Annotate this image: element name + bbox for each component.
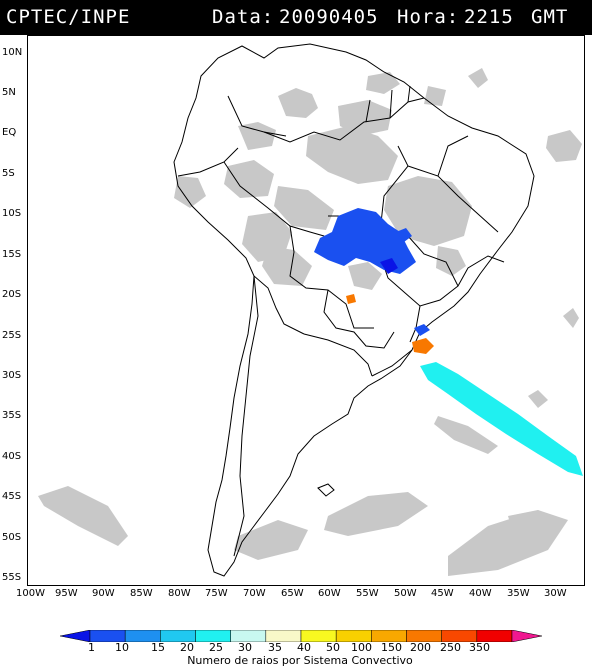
border-argentina-chile [233,275,259,557]
date-value: 20090405 [279,6,379,28]
lon-label-60w: 60W [318,588,341,599]
lon-label-75w: 75W [205,588,228,599]
border-bolivia-west [253,275,305,335]
border-falklands [317,483,335,497]
lon-label-30w: 30W [544,588,567,599]
source-label: CPTEC/INPE [6,6,131,28]
colorbar-label: 200 [410,641,431,654]
border-ecuador-peru [177,147,239,177]
border-brazil-states-2 [379,135,499,233]
border-peru-brazil [223,161,325,237]
lon-label-80w: 80W [168,588,191,599]
lightning-cluster-parana [414,324,430,336]
lon-label-65w: 65W [281,588,304,599]
colorbar-label: 350 [469,641,490,654]
border-brazil-north [263,97,425,143]
colorbar-label: 25 [209,641,223,654]
lat-label-35s: 35S [2,410,22,421]
map-header: CPTEC/INPE Data: 20090405 Hora: 2215 GMT [0,0,592,35]
lightning-cluster-central-brazil-east [396,228,412,242]
lat-label-15s: 15S [2,249,22,260]
colorbar-label: 30 [238,641,252,654]
lightning-cluster-central-brazil-dark [380,258,398,274]
colorbar-title: Numero de raios por Sistema Convectivo [187,654,413,667]
colorbar-label: 1 [88,641,95,654]
lon-label-45w: 45W [431,588,454,599]
lat-label-eq: EQ [2,127,17,138]
border-bolivia [289,225,374,329]
lon-label-35w: 35W [507,588,530,599]
lightning-clusters [314,208,583,476]
map-panel [27,35,585,586]
lat-label-20s: 20S [2,289,22,300]
country-boundaries [173,43,535,577]
hour-label: Hora: [397,6,460,28]
lightning-cluster-south-atlantic [420,362,583,476]
colorbar-segment [60,630,91,642]
lat-label-25s: 25S [2,330,22,341]
cloud-cover [38,68,582,576]
colorbar-label: 40 [297,641,311,654]
lon-label-85w: 85W [130,588,153,599]
date-label: Data: [212,6,275,28]
timezone-label: GMT [531,6,569,28]
border-argentina-north [303,333,373,377]
border-uruguay [371,349,413,377]
colorbar-label: 150 [381,641,402,654]
lon-label-40w: 40W [469,588,492,599]
colorbar-label: 50 [326,641,340,654]
lat-label-45s: 45S [2,491,22,502]
lat-label-5n: 5N [2,87,16,98]
colorbar-label: 100 [351,641,372,654]
lat-label-50s: 50S [2,532,22,543]
lat-label-40s: 40S [2,451,22,462]
lat-label-30s: 30S [2,370,22,381]
border-venezuela-colombia [227,95,287,137]
lon-label-100w: 100W [16,588,45,599]
colorbar-label: 250 [440,641,461,654]
hour-value: 2215 [464,6,514,28]
border-paraguay [323,289,395,349]
lat-label-5s: 5S [2,168,15,179]
lon-label-90w: 90W [92,588,115,599]
south-america-coastline [173,43,535,577]
colorbar-label: 10 [115,641,129,654]
lat-label-10s: 10S [2,208,22,219]
lon-label-70w: 70W [243,588,266,599]
colorbar-segment [511,630,542,642]
colorbar-label: 15 [151,641,165,654]
lat-label-10n: 10N [2,47,23,58]
lightning-cluster-sao-paulo [412,338,434,354]
border-guianas [365,85,411,123]
colorbar-label: 20 [180,641,194,654]
lon-label-55w: 55W [356,588,379,599]
lightning-cluster-paraguay [346,294,356,304]
colorbar [60,630,542,642]
lat-label-55s: 55S [2,572,22,583]
lon-label-95w: 95W [55,588,78,599]
south-america-map [38,43,583,577]
colorbar-label: 35 [268,641,282,654]
lightning-cluster-central-brazil [314,208,416,274]
lon-label-50w: 50W [394,588,417,599]
